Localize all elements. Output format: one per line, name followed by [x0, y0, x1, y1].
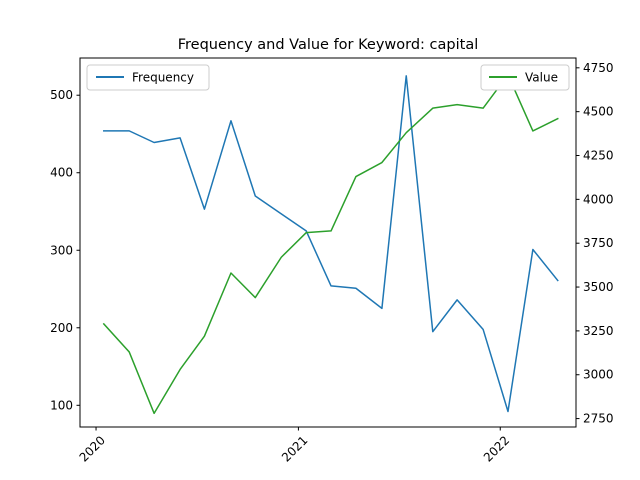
plot-frame — [79, 57, 577, 428]
y-right-tick-label: 4500 — [583, 105, 614, 119]
y-left-tick-label: 200 — [50, 321, 73, 335]
y-right-tick-label: 2750 — [583, 412, 614, 426]
series-layer — [102, 74, 559, 415]
chart-title: Frequency and Value for Keyword: capital — [178, 37, 479, 53]
legend-frequency-label: Frequency — [132, 71, 194, 85]
legend-frequency-box — [86, 64, 210, 91]
y-right-tick-label: 3500 — [583, 280, 614, 294]
y-right-tick-label: 3250 — [583, 324, 614, 338]
legend-value: Value — [480, 64, 570, 91]
y-left-tick-label: 100 — [50, 398, 73, 412]
legend-frequency: Frequency — [86, 64, 210, 91]
y-left-tick-label: 300 — [50, 243, 73, 257]
y-right-tick-label: 4250 — [583, 149, 614, 163]
axes-layer: 100 200 300 400 500 2750 3000 3250 3500 3750 4000 4… — [50, 61, 613, 465]
y-right-tick-label: 3000 — [583, 368, 614, 382]
y-right-tick-label: 4000 — [583, 192, 614, 206]
y-left-tick-label: 400 — [50, 166, 73, 180]
legend-value-label: Value — [525, 71, 558, 85]
y-right-tick-label: 3750 — [583, 236, 614, 250]
y-right-tick-label: 4750 — [583, 61, 614, 75]
y-left-tick-label: 500 — [50, 88, 73, 102]
legend-value-box — [480, 64, 570, 91]
